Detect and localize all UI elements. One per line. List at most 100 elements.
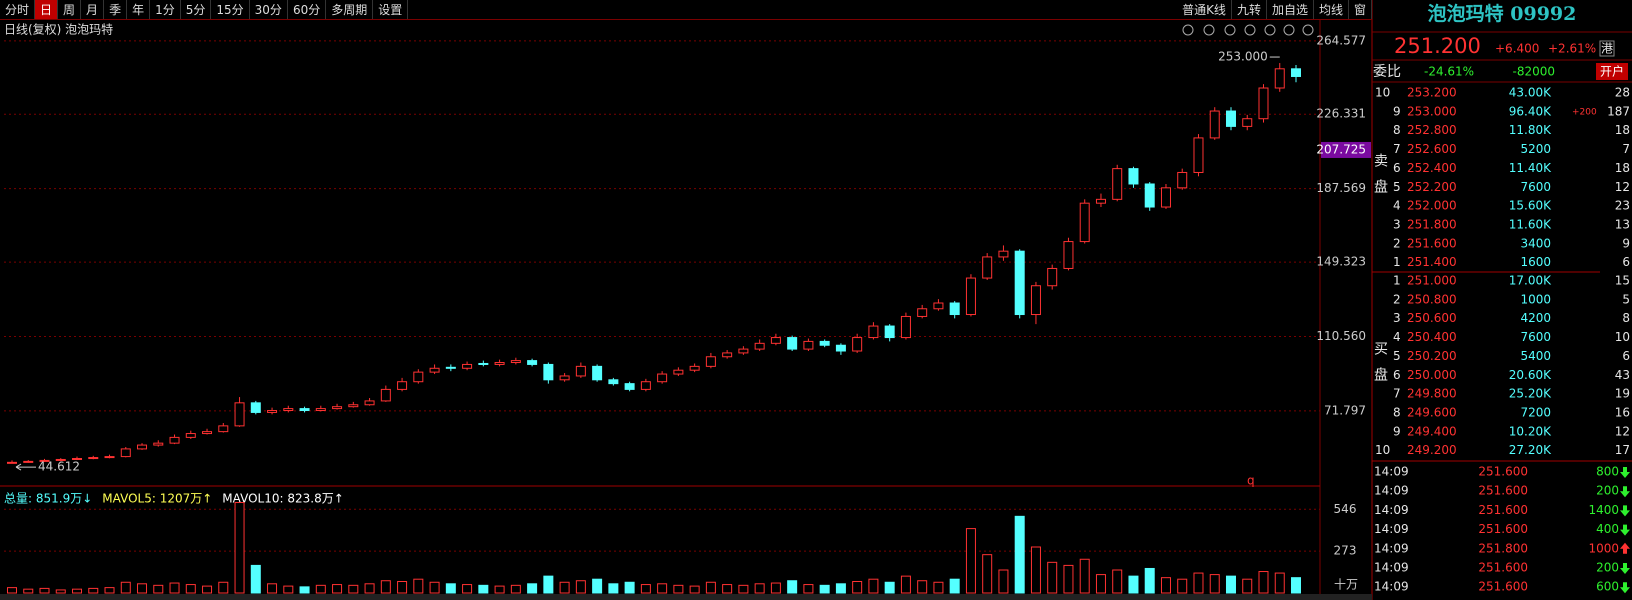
candle-body: [1095, 198, 1106, 204]
toolbar-button[interactable]: 多周期: [326, 0, 374, 19]
toolbar-button[interactable]: 年: [127, 0, 151, 19]
trade-arrow: [1620, 505, 1630, 517]
toolbar-button[interactable]: 日: [35, 0, 59, 19]
volume-bar: [835, 583, 846, 594]
toolbar-button[interactable]: 普通K线: [1177, 0, 1232, 19]
level: 10: [1375, 86, 1390, 100]
volume-bar: [1274, 572, 1285, 594]
volume-bar: [1242, 578, 1253, 594]
level: 5: [1393, 180, 1401, 194]
volume-bar: [1063, 564, 1074, 594]
level: 8: [1393, 123, 1401, 137]
volume-bar: [1193, 572, 1204, 594]
low-pointer: [15, 463, 36, 471]
volume-bar: [1030, 546, 1041, 594]
volume-bar: [120, 581, 131, 594]
volume-bar: [689, 585, 700, 594]
candle-body: [738, 348, 749, 354]
count: 18: [1615, 123, 1630, 137]
volume: 11.60K: [1509, 217, 1552, 231]
spacer: [408, 9, 1177, 11]
bottom-tabs: [0, 594, 1372, 600]
toolbar-button[interactable]: 月: [81, 0, 105, 19]
bid-label: 买盘: [1372, 341, 1388, 393]
volume: 96.40K: [1509, 104, 1552, 118]
toolbar-button[interactable]: 九转: [1232, 0, 1267, 19]
price: 252.000: [1407, 199, 1457, 213]
toolbar-button[interactable]: 5分: [181, 0, 212, 19]
count: 13: [1615, 217, 1630, 231]
count: 28: [1615, 86, 1630, 100]
candle-body: [88, 457, 99, 460]
candle-body: [250, 402, 261, 413]
volume: 11.40K: [1509, 161, 1552, 175]
volume-bar: [657, 583, 668, 594]
volume-bar: [787, 580, 798, 594]
candle-body: [494, 362, 505, 365]
candle-body: [510, 360, 521, 364]
candle-body: [754, 342, 765, 350]
candle-body: [72, 458, 83, 461]
candle-body: [1128, 168, 1139, 185]
toolbar-button[interactable]: 均线: [1314, 0, 1349, 19]
count: 43: [1615, 368, 1630, 382]
candle-body: [657, 373, 668, 383]
volume-bar: [803, 584, 814, 594]
trade-price: 251.600: [1478, 503, 1528, 517]
volume-bar: [478, 584, 489, 594]
candle-body: [478, 362, 489, 365]
volume: 1000: [1520, 292, 1551, 306]
price: 253.200: [1407, 86, 1457, 100]
volume-bar: [1112, 569, 1123, 594]
toolbar-button[interactable]: 加自选: [1267, 0, 1314, 19]
toolbar-button[interactable]: 30分: [250, 0, 288, 19]
toolbar-button[interactable]: 季: [104, 0, 128, 19]
toolbar-button[interactable]: 窗: [1349, 0, 1372, 19]
volume: 43.00K: [1509, 86, 1552, 100]
candle-body: [998, 250, 1009, 258]
y-tick-label: 71.797: [1324, 403, 1366, 417]
candle-body: [787, 337, 798, 350]
level: 6: [1393, 161, 1401, 175]
volume-bar: [640, 584, 651, 594]
candle-body: [332, 406, 343, 410]
candle-body: [1274, 68, 1285, 89]
candle-body: [722, 352, 733, 358]
candle-body: [234, 402, 245, 427]
candle-body: [1209, 110, 1220, 139]
volume-bar: [7, 587, 17, 594]
open-account[interactable]: 开户: [1600, 64, 1624, 79]
current-price-box: [1321, 141, 1371, 158]
y-tick-label: 149.323: [1316, 255, 1366, 269]
count: 6: [1622, 255, 1630, 269]
volume: 20.60K: [1509, 368, 1552, 382]
toolbar-button[interactable]: 60分: [288, 0, 327, 19]
trade-time: 14:09: [1374, 465, 1409, 479]
candle-body: [982, 256, 993, 279]
volume-bar: [202, 585, 213, 594]
note: +200: [1572, 107, 1597, 117]
volume-bar: [348, 584, 359, 594]
trade-volume: 200: [1596, 484, 1619, 498]
toolbar-button[interactable]: 分时: [0, 0, 36, 19]
candle-body: [380, 388, 391, 402]
stock-name: 泡泡玛特 09992: [1428, 2, 1577, 25]
candle-body: [770, 337, 781, 344]
toolbar-button[interactable]: 15分: [211, 0, 250, 19]
volume-bar: [88, 587, 99, 594]
volume-bar: [153, 584, 164, 594]
trade-arrow: [1620, 467, 1630, 478]
toolbar-button[interactable]: 1分: [150, 0, 181, 19]
toolbar-button[interactable]: 周: [58, 0, 82, 19]
candle-body: [1193, 137, 1204, 173]
price: 252.200: [1407, 180, 1457, 194]
toolbar-button[interactable]: 设置: [373, 0, 409, 19]
volume-bar: [852, 581, 863, 594]
tool-icons: [1182, 24, 1314, 36]
volume-bar: [819, 584, 830, 594]
candle-body: [218, 425, 229, 433]
trade-volume: 400: [1596, 522, 1619, 536]
price: 250.000: [1407, 368, 1457, 382]
volume-bar: [1144, 567, 1155, 594]
candle-body: [575, 365, 586, 377]
